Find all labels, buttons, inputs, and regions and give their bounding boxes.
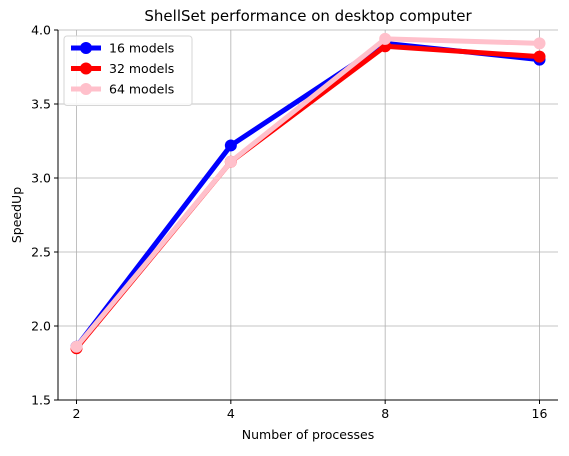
data-point — [70, 340, 83, 353]
data-point — [224, 139, 237, 152]
x-axis-label: Number of processes — [242, 427, 374, 442]
y-axis-label: SpeedUp — [9, 187, 24, 243]
y-tick-label: 1.5 — [31, 393, 51, 408]
legend-label: 32 models — [109, 61, 174, 76]
series-3 — [70, 32, 546, 353]
chart-title: ShellSet performance on desktop computer — [144, 7, 472, 25]
legend-swatch-marker — [80, 62, 92, 75]
legend-swatch-marker — [80, 83, 92, 95]
y-tick-label: 2.0 — [31, 319, 51, 334]
legend-item: 16 models — [71, 41, 174, 56]
series-line — [74, 36, 542, 350]
legend-swatch-marker — [80, 42, 92, 54]
legend-item: 64 models — [71, 82, 174, 97]
legend-label: 16 models — [109, 41, 174, 56]
axes: 2 4 8 16 1.5 2.0 2.5 3.0 3.5 4.0 — [31, 23, 558, 421]
legend: 16 models 32 models 64 models — [63, 35, 193, 106]
data-point — [224, 155, 237, 168]
data-point — [533, 37, 546, 50]
x-tick-label: 8 — [381, 406, 389, 421]
data-point — [533, 50, 546, 63]
x-tick-label: 2 — [73, 406, 81, 421]
y-tick-label: 3.5 — [31, 97, 51, 112]
x-tick-label: 16 — [532, 406, 548, 421]
y-tick-label: 2.5 — [31, 245, 51, 260]
legend-label: 64 models — [109, 82, 174, 97]
data-point — [379, 32, 392, 45]
series-group — [70, 32, 546, 355]
y-tick-label: 3.0 — [31, 171, 51, 186]
x-tick-label: 4 — [227, 406, 235, 421]
legend-item: 32 models — [71, 61, 174, 76]
y-tick-label: 4.0 — [31, 23, 51, 38]
